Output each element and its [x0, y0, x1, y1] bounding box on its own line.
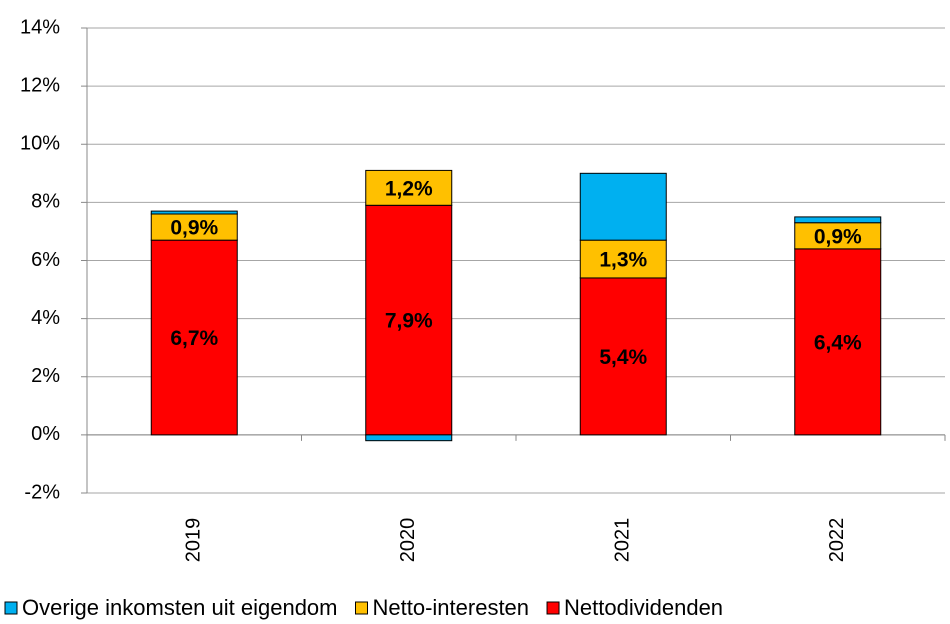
bar-segment: [579, 172, 667, 241]
legend-swatch: [546, 601, 560, 615]
value-label: 1,3%: [599, 249, 647, 272]
legend-label: Nettodividenden: [564, 595, 723, 620]
y-tick-label: -2%: [24, 481, 60, 503]
x-tick-label: 2022: [826, 518, 848, 563]
y-tick-label: 6%: [31, 249, 60, 271]
bar-segment: [579, 277, 667, 436]
y-tick-label: 14%: [20, 16, 60, 38]
bar-segment: [365, 169, 453, 206]
y-tick-label: 2%: [31, 365, 60, 387]
y-tick-label: 8%: [31, 191, 60, 213]
value-label: 6,7%: [170, 327, 218, 350]
legend-label: Netto-interesten: [373, 595, 530, 620]
legend-swatch: [4, 601, 18, 615]
value-label: 5,4%: [599, 346, 647, 369]
x-tick-label: 2019: [183, 518, 205, 563]
value-label: 0,9%: [814, 225, 862, 248]
bar-segment: [794, 248, 882, 436]
bar-segment: [365, 204, 453, 436]
bar-segment: [794, 222, 882, 250]
value-label: 1,2%: [385, 177, 433, 200]
bar-segment: [365, 434, 453, 442]
bar-segment: [794, 216, 882, 224]
bar-segment: [150, 210, 238, 215]
x-tick-label: 2020: [397, 518, 419, 563]
value-label: 7,9%: [385, 310, 433, 333]
y-tick-label: 4%: [31, 307, 60, 329]
y-tick-label: 0%: [31, 423, 60, 445]
bar-segment: [150, 213, 238, 241]
legend-swatch: [355, 601, 368, 615]
value-label: 6,4%: [814, 331, 862, 354]
bar-segment: [579, 239, 667, 279]
x-tick-label: 2021: [612, 518, 634, 563]
legend-label: Overige inkomsten uit eigendom: [22, 595, 338, 620]
y-tick-label: 10%: [20, 133, 60, 155]
y-tick-label: 12%: [20, 74, 60, 96]
bar-segment: [150, 239, 238, 436]
value-label: 0,9%: [170, 217, 218, 240]
